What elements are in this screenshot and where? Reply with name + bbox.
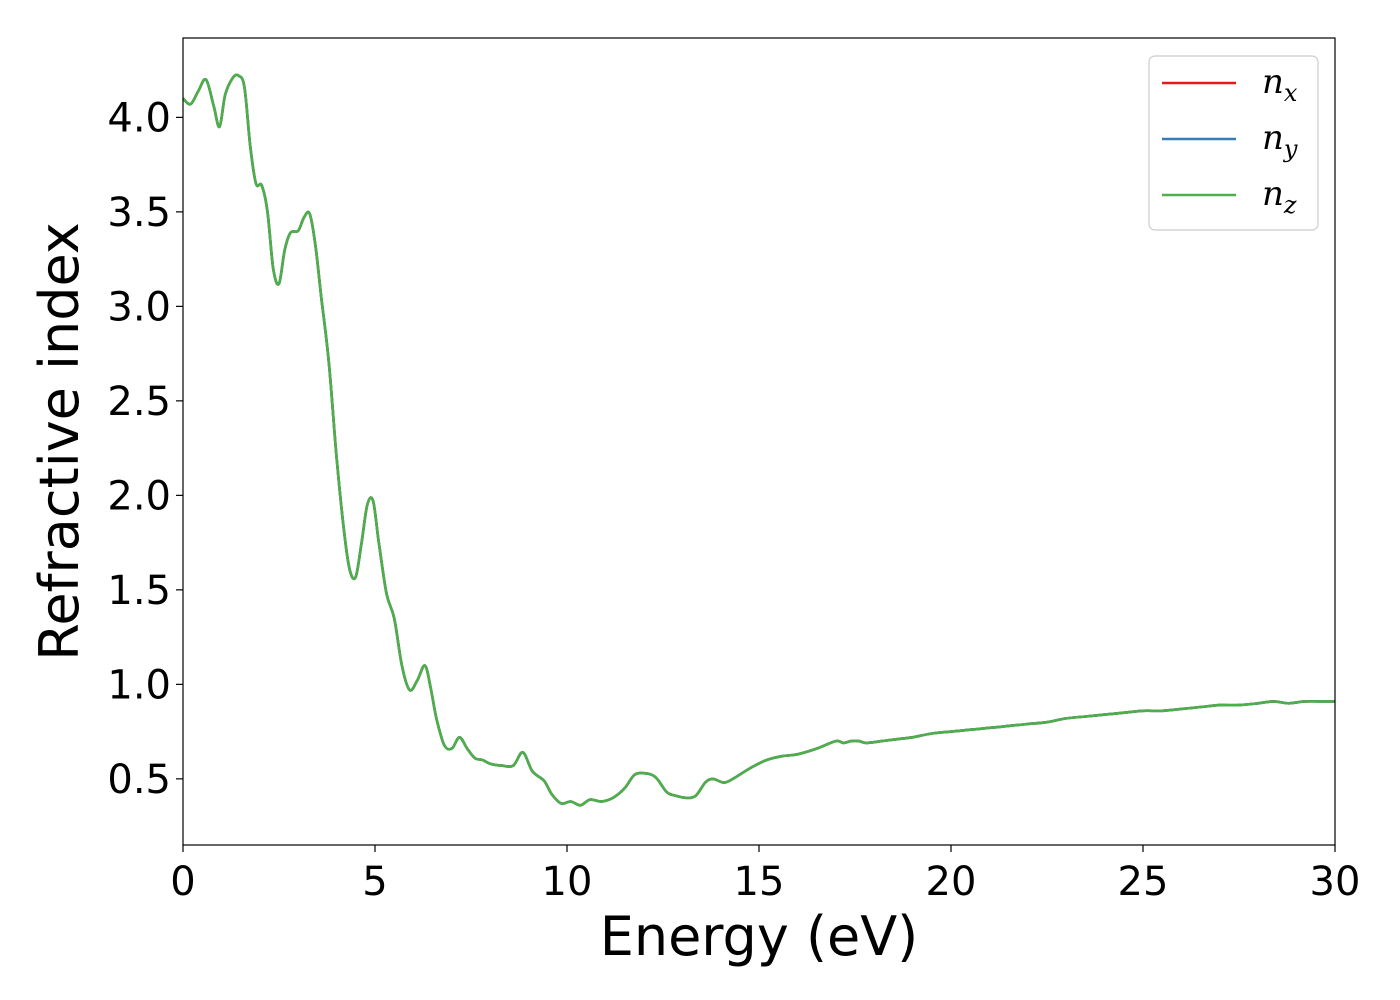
x-axis: 0 5 10 15 20 25 30 [170,845,1360,905]
y-tick-label: 0.5 [107,757,171,803]
plot-area [182,73,1335,807]
y-tick-label: 2.0 [107,473,171,519]
x-tick-label: 25 [1118,859,1169,905]
x-tick-label: 30 [1310,859,1361,905]
x-tick-label: 20 [926,859,977,905]
y-tick-label: 3.5 [107,190,171,236]
legend-box [1148,55,1319,231]
x-tick-label: 0 [170,859,195,905]
x-tick-label: 5 [362,859,387,905]
series-line-nz [182,73,1335,807]
x-axis-title: Energy (eV) [600,905,919,968]
y-tick-label: 1.0 [107,662,171,708]
legend: nx ny nz [1148,55,1319,231]
y-tick-label: 2.5 [107,379,171,425]
legend-label-nz: nz [1262,174,1297,219]
y-tick-label: 3.0 [107,284,171,330]
x-tick-label: 10 [542,859,593,905]
x-tick-label: 15 [734,859,785,905]
legend-label-ny: ny [1262,118,1298,163]
y-axis-title: Refractive index [28,222,91,661]
y-axis: 0.5 1.0 1.5 2.0 2.5 3.0 3.5 4.0 [107,95,183,803]
y-tick-label: 4.0 [107,95,171,141]
y-tick-label: 1.5 [107,568,171,614]
legend-label-nx: nx [1262,62,1298,107]
